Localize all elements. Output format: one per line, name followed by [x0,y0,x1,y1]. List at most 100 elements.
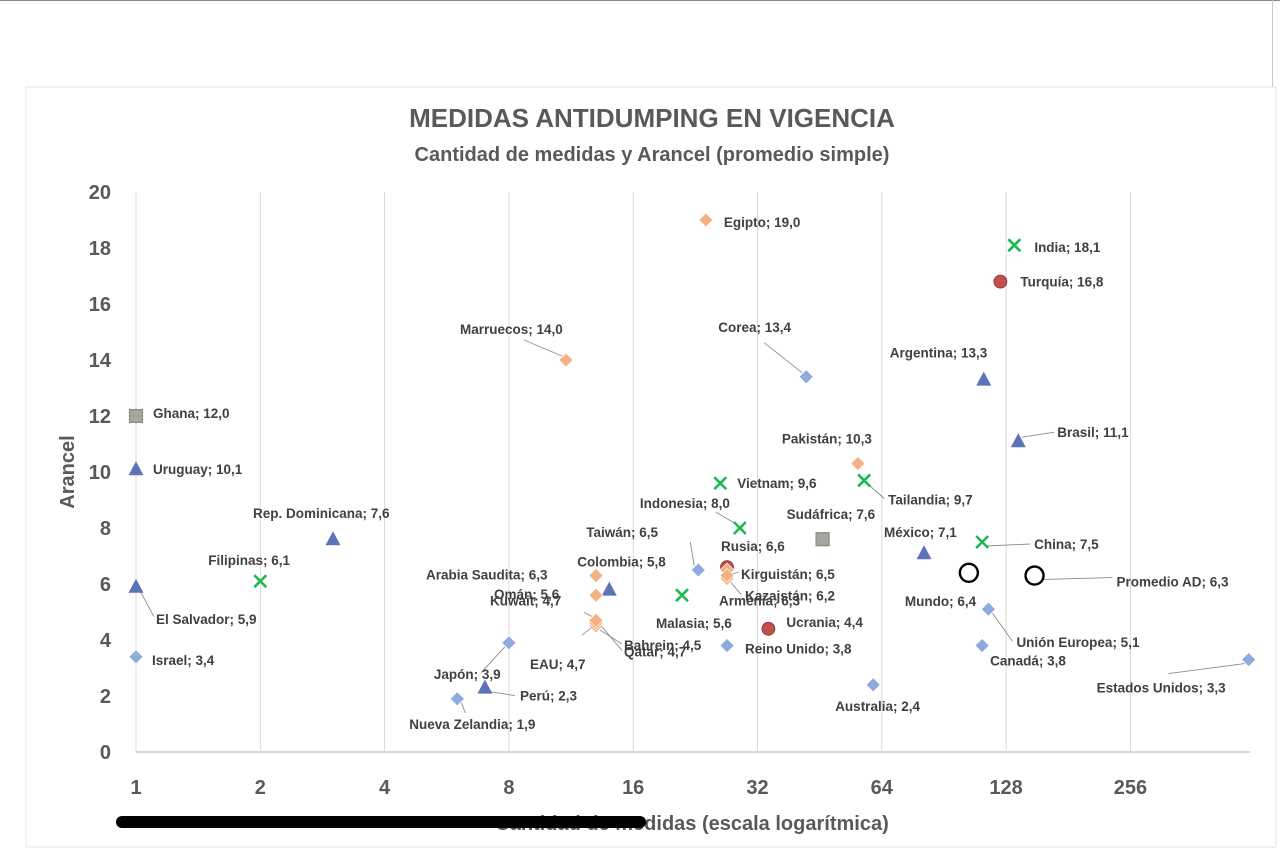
data-label: Malasia; 5,6 [656,616,732,631]
leader-line [523,339,563,357]
data-label: Australia; 2,4 [835,699,920,714]
data-label: EAU; 4,7 [530,657,586,672]
y-tick-label: 12 [89,406,111,428]
diamond-marker [588,612,604,628]
y-tick-label: 0 [100,742,111,764]
cross-marker [713,476,728,491]
cross-marker [857,473,872,488]
data-label: Arabia Saudita; 6,3 [426,568,548,583]
y-axis: 0 2 4 6 8 10 12 14 16 18 20 [89,182,112,764]
y-tick-label: 18 [89,238,111,260]
x-tick-label: 16 [622,777,644,799]
data-label: Ucrania; 4,4 [786,615,863,630]
open-circle-marker [1024,565,1045,586]
diamond-marker [558,352,574,368]
open-circle-marker [958,562,980,583]
diamond-marker [690,562,706,578]
triangle-marker [477,679,493,694]
leader-line [867,484,885,499]
data-label: México; 7,1 [884,525,957,540]
triangle-marker [128,578,144,593]
x-tick-label: 128 [989,777,1022,799]
diamond-marker [449,691,465,707]
diamond-marker [974,638,990,654]
cross-marker [675,588,689,603]
leader-line [1038,577,1113,581]
data-label: Rep. Dominicana; 7,6 [253,506,390,521]
cross-stroke [857,473,872,488]
data-label: Vietnam; 9,6 [737,476,817,491]
leader-line [1022,431,1055,438]
data-label: Qatar; 4,7 [624,644,686,659]
data-label: Uruguay; 10,1 [153,462,243,477]
leader-line [730,582,742,595]
cross-marker [975,535,990,549]
data-label: Promedio AD; 6,3 [1117,575,1230,590]
data-label: Filipinas; 6,1 [208,553,290,568]
data-points [128,212,1257,707]
data-label: Marruecos; 14,0 [460,322,563,337]
x-tick-label: 2 [255,777,266,799]
x-tick-label: 32 [746,777,768,799]
cross-marker [253,574,268,589]
leader-line [763,342,803,374]
diamond-marker [501,635,517,651]
triangle-marker [976,371,992,386]
cross-marker [732,521,747,535]
leader-line [460,702,466,713]
data-label: Kuwait; 4,7 [490,593,561,608]
data-label: Omán; 5,6 [494,587,560,602]
data-label: China; 7,5 [1034,537,1099,552]
leader-line [488,691,516,697]
data-label: Bahrein; 4,5 [624,638,702,653]
triangle-marker [916,545,932,560]
diamond-marker [128,649,144,665]
triangle-marker [325,531,341,546]
data-label: Pakistán; 10,3 [782,432,873,447]
y-tick-label: 4 [100,630,112,652]
data-label: Sudáfrica; 7,6 [787,507,876,522]
leader-line [1168,663,1245,675]
cross-stroke [253,574,268,589]
diamond-marker [1241,652,1257,668]
diamond-marker [719,638,735,654]
data-label: Armenia; 6,3 [719,594,801,609]
diamond-marker [798,369,814,385]
data-label: Egipto; 19,0 [724,215,801,230]
x-tick-label: 4 [379,777,391,799]
data-label: Israel; 3,4 [152,653,215,668]
data-label: Rusia; 6,6 [721,539,785,554]
top-border [0,0,1280,1]
data-label: Taiwán; 6,5 [586,525,658,540]
leader-line [583,611,593,617]
cross-marker [1007,238,1022,253]
circle-marker [761,621,776,636]
diamond-marker [588,568,604,584]
triangle-marker [1010,433,1026,448]
data-label: Unión Europea; 5,1 [1016,635,1140,650]
y-tick-label: 6 [100,574,111,596]
leader-line [715,511,737,525]
chart-title: MEDIDAS ANTIDUMPING EN VIGENCIA [409,103,895,133]
leader-line [139,590,155,618]
data-label: Japón; 3,9 [434,667,501,682]
data-label: Canadá; 3,8 [990,654,1066,669]
triangle-marker [128,461,144,476]
data-label: Nueva Zelandia; 1,9 [409,717,535,732]
diamond-marker [698,212,714,228]
redaction-bar [116,816,646,828]
triangle-marker [601,581,617,596]
chart-subtitle: Cantidad de medidas y Arancel (promedio … [415,144,890,166]
data-label: Ghana; 12,0 [153,406,230,421]
data-label: Indonesia; 8,0 [640,496,730,511]
data-label: Estados Unidos; 3,3 [1097,681,1227,696]
data-label: Argentina; 13,3 [890,346,988,361]
diamond-marker [981,601,996,617]
data-label: Kirguistán; 6,5 [741,567,835,582]
data-label: Kazajstán; 6,2 [745,588,835,603]
data-label: Brasil; 11,1 [1057,425,1129,440]
data-label: Corea; 13,4 [718,320,791,335]
square-marker [815,532,830,547]
data-labels: Egipto; 19,0 India; 18,1 Turquía; 16,8 Marr… [152,215,1229,732]
